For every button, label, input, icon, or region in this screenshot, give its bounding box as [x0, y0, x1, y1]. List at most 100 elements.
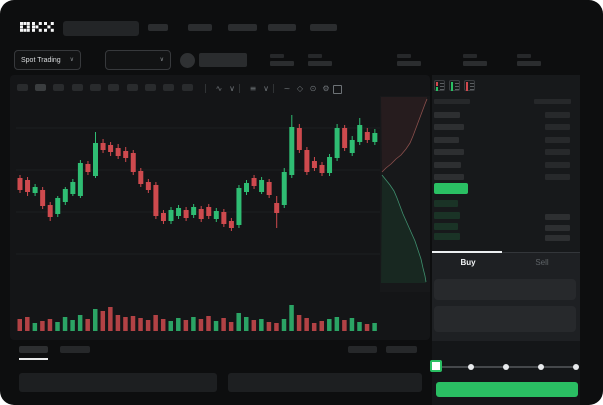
- candle-body: [153, 185, 159, 216]
- timeframe-button[interactable]: [163, 84, 174, 91]
- indicator-wave-icon[interactable]: ∿: [215, 84, 223, 93]
- timeframe-button[interactable]: [35, 84, 46, 91]
- toolbar-divider: [273, 84, 274, 93]
- nav-item[interactable]: [148, 24, 168, 31]
- volume-bar: [115, 315, 121, 331]
- bottom-tab[interactable]: [19, 346, 48, 353]
- market-dropdown[interactable]: ∨: [105, 50, 171, 70]
- candle-body: [55, 198, 61, 214]
- orderbook-bids-icon[interactable]: [449, 80, 460, 91]
- volume-bar: [266, 322, 272, 331]
- bid-row-price[interactable]: [434, 233, 460, 240]
- candle-body: [191, 207, 197, 215]
- timeframe-button[interactable]: [72, 84, 83, 91]
- toggle-line: [455, 83, 459, 84]
- volume-bar: [304, 318, 309, 331]
- depth-bids-line: [381, 174, 427, 283]
- ask-row-price[interactable]: [434, 137, 459, 143]
- fullscreen-icon[interactable]: [333, 85, 342, 94]
- candle-body: [93, 143, 98, 176]
- pair-selector[interactable]: Spot Trading ∨: [14, 50, 81, 70]
- candle-body: [213, 211, 219, 219]
- settings-icon[interactable]: ⚙: [322, 84, 330, 93]
- orderbook-both-icon[interactable]: [434, 80, 445, 91]
- tab-buy[interactable]: Buy: [460, 258, 476, 267]
- amount-field[interactable]: [434, 306, 576, 332]
- slider-handle[interactable]: [430, 360, 442, 372]
- candle-body: [311, 161, 317, 168]
- slider-stop[interactable]: [468, 364, 474, 370]
- toggle-color-bar: [436, 82, 438, 86]
- orderbook-asks-icon[interactable]: [464, 80, 475, 91]
- stat-label-placeholder: [397, 54, 411, 58]
- volume-bar: [93, 309, 98, 331]
- candle-body: [274, 203, 280, 213]
- bottom-tab[interactable]: [60, 346, 90, 353]
- candle-body: [357, 125, 363, 142]
- candle-style-icon[interactable]: ≡: [249, 84, 257, 93]
- bottom-panel: [19, 373, 217, 392]
- candle-body: [289, 127, 295, 175]
- ask-row-price[interactable]: [434, 174, 464, 180]
- toggle-line: [440, 86, 444, 87]
- bid-row-price[interactable]: [434, 223, 458, 230]
- chevron-down-icon[interactable]: ∨: [229, 84, 235, 93]
- candle-body: [319, 165, 325, 173]
- search-input[interactable]: [63, 21, 139, 36]
- nav-item[interactable]: [310, 24, 337, 31]
- bottom-tab-underline: [19, 358, 48, 360]
- timeframe-button[interactable]: [145, 84, 156, 91]
- timeframe-button[interactable]: [90, 84, 101, 91]
- timeframe-button[interactable]: [108, 84, 119, 91]
- ask-row-price[interactable]: [434, 149, 464, 155]
- volume-bar: [85, 319, 90, 331]
- candle-body: [17, 178, 23, 190]
- candle-body: [25, 180, 31, 192]
- timeframe-button[interactable]: [53, 84, 64, 91]
- volume-bar: [281, 319, 287, 331]
- slider-stop[interactable]: [538, 364, 544, 370]
- candle-body: [85, 164, 91, 172]
- ask-row-price[interactable]: [434, 112, 460, 118]
- slider-stop[interactable]: [573, 364, 579, 370]
- chart-canvas[interactable]: [16, 96, 380, 340]
- slider-stop[interactable]: [503, 364, 509, 370]
- candle-body: [123, 151, 129, 158]
- bid-row-price[interactable]: [434, 212, 460, 219]
- line-tool-icon[interactable]: ~: [283, 84, 291, 93]
- toggle-line: [440, 89, 444, 90]
- nav-item[interactable]: [268, 24, 296, 31]
- timeframe-button[interactable]: [127, 84, 138, 91]
- price-field[interactable]: [434, 279, 576, 300]
- bid-row-amount: [545, 225, 570, 231]
- okx-logo[interactable]: [20, 22, 54, 33]
- camera-icon[interactable]: ⊙: [309, 84, 317, 93]
- depth-asks-area: [381, 97, 427, 172]
- draw-tool-icon[interactable]: ◇: [296, 84, 304, 93]
- stat-label-placeholder: [463, 54, 477, 58]
- ask-row-price[interactable]: [434, 162, 461, 168]
- nav-item[interactable]: [188, 24, 212, 31]
- bid-row-price[interactable]: [434, 200, 458, 207]
- buy-button[interactable]: [436, 382, 578, 397]
- volume-bar: [130, 316, 136, 331]
- bid-row-amount: [545, 214, 570, 220]
- volume-bar: [372, 323, 377, 331]
- candle-body: [32, 187, 38, 193]
- tab-sell[interactable]: Sell: [535, 258, 549, 267]
- timeframe-button[interactable]: [17, 84, 28, 91]
- candle-body: [108, 145, 114, 152]
- toolbar-divider: [205, 84, 206, 93]
- bottom-action-block[interactable]: [386, 346, 417, 353]
- chevron-down-icon[interactable]: ∨: [263, 84, 269, 93]
- candle-body: [176, 208, 182, 216]
- volume-bar: [47, 319, 53, 331]
- last-price-badge[interactable]: [434, 183, 468, 194]
- candle-body: [206, 207, 212, 216]
- ask-row-amount: [545, 137, 570, 143]
- bottom-action-block[interactable]: [348, 346, 377, 353]
- timeframe-button[interactable]: [182, 84, 193, 91]
- nav-item[interactable]: [228, 24, 257, 31]
- ask-row-price[interactable]: [434, 124, 464, 130]
